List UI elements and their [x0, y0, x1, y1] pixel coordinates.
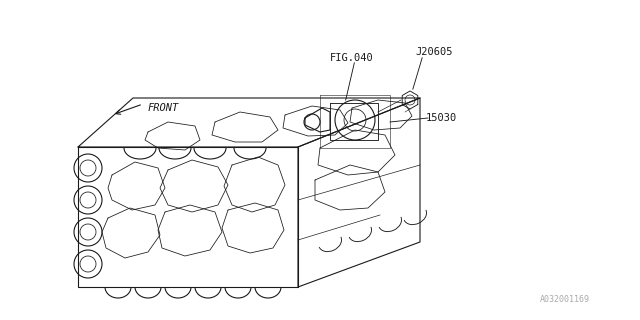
Text: J20605: J20605 — [415, 47, 452, 57]
Text: 15030: 15030 — [426, 113, 457, 123]
Text: FIG.040: FIG.040 — [330, 53, 374, 63]
Text: FRONT: FRONT — [148, 103, 179, 113]
Text: A032001169: A032001169 — [540, 295, 590, 305]
